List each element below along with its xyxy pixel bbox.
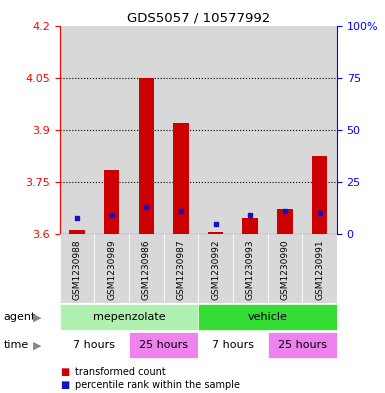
Text: 7 hours: 7 hours xyxy=(212,340,254,351)
Text: ■: ■ xyxy=(60,367,69,377)
Bar xyxy=(268,234,302,303)
Text: GSM1230990: GSM1230990 xyxy=(280,240,290,300)
Text: time: time xyxy=(4,340,29,351)
Bar xyxy=(173,123,189,234)
Bar xyxy=(60,234,94,303)
Text: GSM1230991: GSM1230991 xyxy=(315,240,324,300)
Bar xyxy=(60,26,94,234)
Text: GSM1230993: GSM1230993 xyxy=(246,240,255,300)
Text: ■: ■ xyxy=(60,380,69,390)
Bar xyxy=(94,26,129,234)
Text: GSM1230986: GSM1230986 xyxy=(142,240,151,300)
Text: agent: agent xyxy=(4,312,36,322)
Text: 7 hours: 7 hours xyxy=(73,340,116,351)
Text: ▶: ▶ xyxy=(33,340,41,351)
Bar xyxy=(164,26,198,234)
Bar xyxy=(69,230,85,234)
Bar xyxy=(268,332,337,358)
Text: GSM1230988: GSM1230988 xyxy=(72,240,82,300)
Text: ▶: ▶ xyxy=(33,312,41,322)
Text: transformed count: transformed count xyxy=(75,367,166,377)
Text: GSM1230987: GSM1230987 xyxy=(176,240,186,300)
Bar xyxy=(208,233,223,234)
Bar xyxy=(60,304,198,330)
Bar xyxy=(302,26,337,234)
Text: mepenzolate: mepenzolate xyxy=(93,312,165,322)
Bar xyxy=(198,234,233,303)
Bar xyxy=(268,26,302,234)
Bar xyxy=(233,26,268,234)
Title: GDS5057 / 10577992: GDS5057 / 10577992 xyxy=(127,11,270,24)
Bar xyxy=(129,234,164,303)
Bar xyxy=(312,156,327,234)
Bar xyxy=(129,26,164,234)
Text: GSM1230992: GSM1230992 xyxy=(211,240,220,300)
Bar xyxy=(302,234,337,303)
Bar xyxy=(277,209,293,234)
Bar xyxy=(164,234,198,303)
Bar xyxy=(198,304,337,330)
Bar xyxy=(233,234,268,303)
Bar xyxy=(60,332,129,358)
Bar xyxy=(94,234,129,303)
Bar xyxy=(243,218,258,234)
Text: 25 hours: 25 hours xyxy=(139,340,188,351)
Text: GSM1230989: GSM1230989 xyxy=(107,240,116,300)
Bar xyxy=(139,78,154,234)
Bar xyxy=(198,26,233,234)
Text: 25 hours: 25 hours xyxy=(278,340,327,351)
Bar xyxy=(198,332,268,358)
Text: percentile rank within the sample: percentile rank within the sample xyxy=(75,380,240,390)
Text: vehicle: vehicle xyxy=(248,312,288,322)
Bar xyxy=(129,332,198,358)
Bar xyxy=(104,170,119,234)
